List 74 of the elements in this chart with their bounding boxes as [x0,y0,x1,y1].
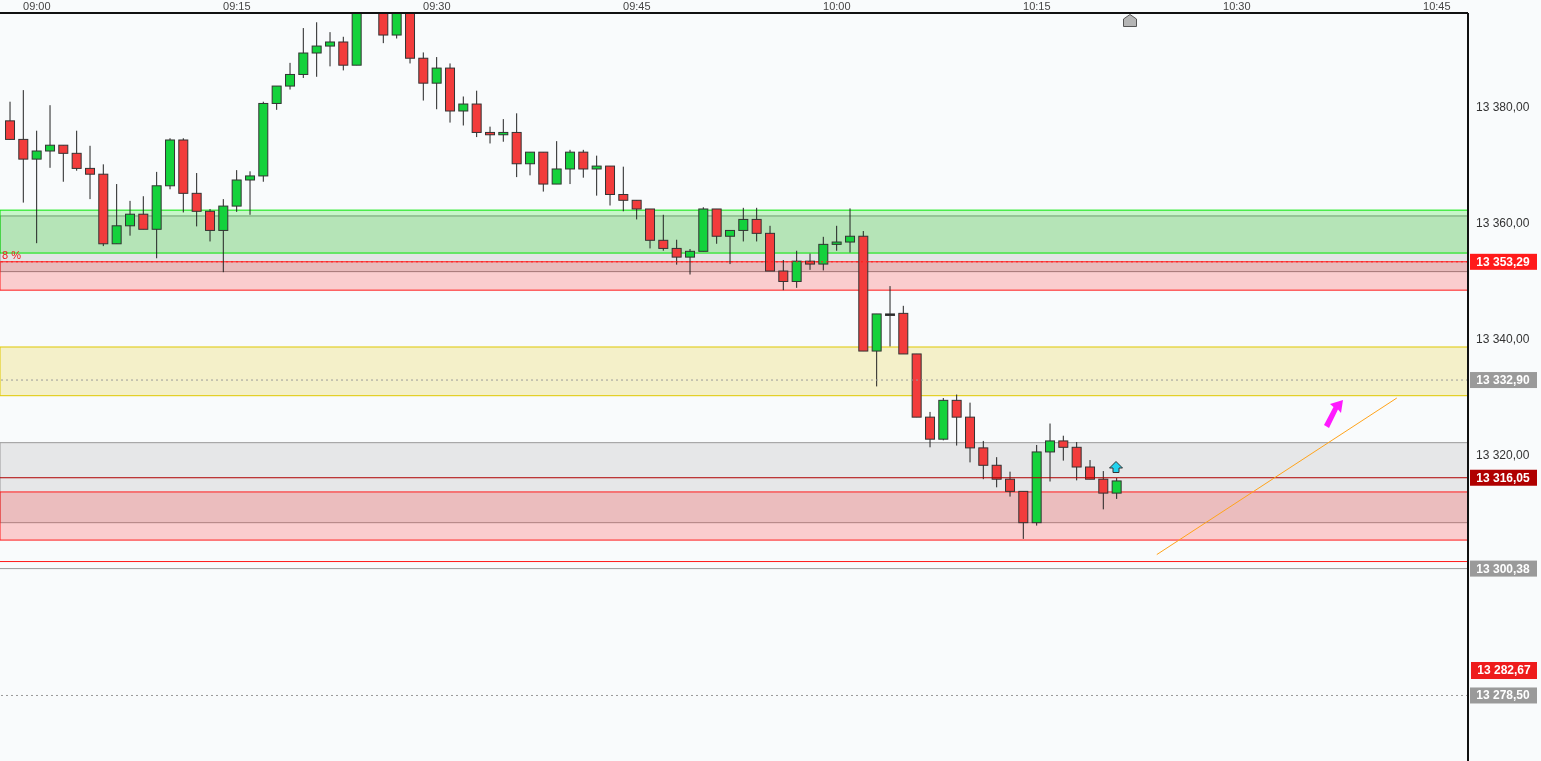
ref-line-label: 13 332,90 [1476,373,1531,388]
candlestick [591,155,602,197]
candlestick [391,13,402,40]
candlestick [751,207,762,242]
candlestick [831,225,842,252]
candlestick [658,214,669,252]
ref-line-label: 13 300,38 [1476,561,1531,576]
x-tick-label: 09:00 [23,0,51,12]
candlestick [338,36,349,71]
candlestick [125,200,136,237]
candlestick [991,456,1002,488]
candlestick [138,195,149,230]
candlestick [565,149,576,185]
candlestick [631,199,642,220]
candlestick [671,239,682,266]
candlestick [111,183,122,245]
candlestick [925,411,936,448]
candlestick [271,85,282,111]
candlestick [1085,459,1096,480]
y-tick-label: 13 320,00 [1476,448,1530,463]
candlestick [1005,471,1016,498]
candlestick [85,145,96,200]
candlestick [325,31,336,67]
candlestick [298,27,309,79]
candlestick [378,13,389,44]
candlestick [431,56,442,110]
text: 13 282,67 [1471,662,1537,679]
candlestick [1098,470,1109,510]
candlestick [578,149,589,179]
candlestick [45,104,56,169]
candlestick [18,89,29,204]
x-tick-label: 09:45 [623,0,651,12]
x-tick-label: 09:30 [423,0,451,12]
ref-line-label: 13 278,50 [1476,688,1531,703]
candlestick [245,170,256,216]
x-tick-label: 10:15 [1023,0,1051,12]
candlestick [498,118,509,143]
candlestick [725,229,736,265]
candlestick [285,62,296,91]
x-tick-label: 10:45 [1423,0,1451,12]
candlestick [1111,477,1122,500]
candlestick [738,207,749,242]
candlestick [885,285,896,347]
candlestick [978,440,989,480]
candlestick [618,166,629,212]
ref-line-label: 13 353,29 [1476,254,1531,269]
candlestick [458,96,469,126]
candlestick [845,207,856,253]
candlestick [818,236,829,271]
candlestick [551,140,562,185]
candlestick [58,144,69,183]
x-tick-label: 10:00 [823,0,851,12]
candlestick [778,259,789,291]
x-tick-label: 10:30 [1223,0,1251,12]
candlestick [71,130,82,172]
candlestick [951,394,962,447]
y-tick-label: 13 340,00 [1476,332,1530,347]
candlestick [805,253,816,271]
candlestick [311,21,322,78]
candlestick [791,250,802,289]
ref-line-label: 13 316,05 [1476,470,1531,485]
candlestick [485,126,496,144]
y-tick-label: 13 360,00 [1476,216,1530,231]
candlestick [1045,423,1056,483]
y-tick-label: 13 380,00 [1476,100,1530,115]
candlestick [5,101,16,141]
candlestick [191,172,202,227]
candlestick [1058,435,1069,462]
x-tick-label: 09:15 [223,0,251,12]
candlestick [31,130,42,244]
candlestick [205,208,216,242]
candlestick [1071,441,1082,481]
candlestick [525,151,536,176]
candlestick [685,248,696,276]
